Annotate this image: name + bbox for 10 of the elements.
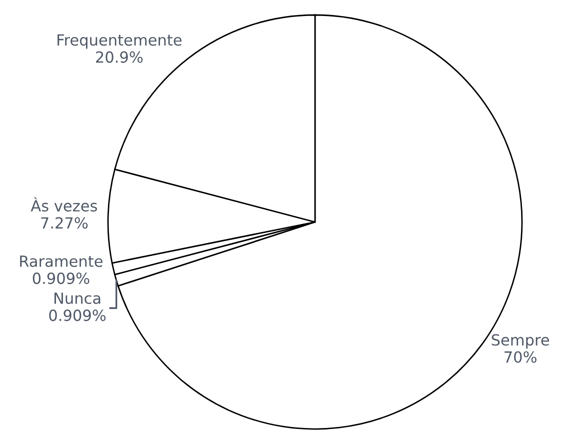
data-label: 7.27%	[41, 217, 88, 229]
slice-label: Sempre	[492, 334, 550, 349]
data-label: 20.9%	[96, 51, 143, 63]
data-label: 70%	[504, 351, 536, 363]
slice-label: Às vezes	[30, 197, 97, 212]
data-label: 0.909%	[32, 272, 90, 284]
slice-label: Frequentemente	[58, 34, 182, 49]
slice-label: Raramente	[20, 256, 102, 267]
data-label: 0.909%	[49, 310, 106, 322]
slice-label: Nunca	[54, 292, 100, 304]
